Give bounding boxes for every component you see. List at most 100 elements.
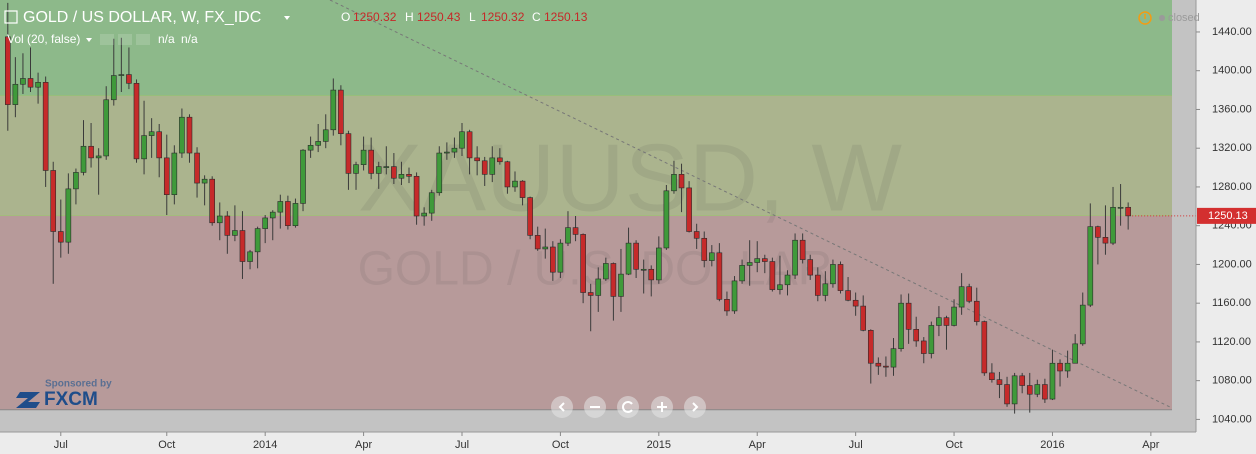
x-tick-label: Jul (54, 439, 68, 451)
candle-body (512, 180, 518, 188)
candle-body (232, 230, 238, 236)
watermark-symbol: XAUUSD, W (358, 124, 902, 231)
candle-body (186, 116, 193, 154)
candle-body (784, 274, 791, 286)
candle-body (65, 188, 72, 243)
navigation-icons (558, 401, 699, 413)
y-tick-label: 1080.00 (1212, 375, 1252, 387)
title-dropdown[interactable] (284, 16, 290, 20)
price-axis (1196, 0, 1256, 454)
candle-body (618, 273, 624, 297)
candle-body (928, 325, 935, 354)
candle-body (807, 259, 814, 276)
scroll-right-button[interactable] (684, 396, 706, 418)
candle-body (565, 227, 571, 244)
candle-body (580, 234, 586, 293)
scroll-left-button[interactable] (551, 396, 573, 418)
x-tick-label: Apr (355, 439, 372, 451)
candle-body (656, 247, 662, 281)
candle-body (35, 82, 41, 88)
volume-settings[interactable] (100, 34, 114, 45)
candle-body (141, 135, 147, 160)
icon-right (692, 402, 699, 412)
candle-body (224, 215, 231, 236)
candle-body (444, 151, 450, 154)
candle-body (12, 83, 19, 105)
candle-body (330, 89, 337, 131)
symbol-icon[interactable] (4, 10, 18, 24)
candle-body (973, 300, 980, 322)
candle-body (80, 145, 87, 173)
ohlc-value: 1250.32 (481, 10, 525, 24)
candle-body (163, 157, 170, 195)
x-tick-label: Apr (749, 439, 766, 451)
candle-body (353, 164, 359, 174)
y-tick-label: 1160.00 (1212, 297, 1251, 309)
candle-body (671, 174, 677, 192)
reset-button[interactable] (617, 396, 639, 418)
x-tick-label: Apr (1142, 439, 1159, 451)
volume-value: n/a (181, 32, 198, 46)
volume-hide[interactable] (118, 34, 132, 45)
candle-body (1117, 206, 1124, 209)
candle-body (943, 317, 950, 326)
volume-label: Vol (20, false) (7, 32, 80, 46)
candle-body (179, 116, 185, 154)
watermark: XAUUSD, W GOLD / U.S. DOLLAR (358, 124, 903, 295)
ohlc-value: 1250.13 (544, 10, 588, 24)
candle-body (966, 286, 972, 302)
candle-body (247, 251, 253, 262)
candle-body (459, 131, 465, 149)
icon-plus (657, 402, 667, 412)
volume-dropdown[interactable] (86, 38, 92, 42)
candle-body (572, 227, 579, 235)
y-tick-label: 1360.00 (1212, 103, 1252, 115)
candle-body (603, 263, 609, 280)
status-dot (1159, 15, 1165, 21)
candle-body (860, 305, 867, 331)
market-status-icon[interactable] (1138, 11, 1152, 25)
candle-body (413, 175, 420, 217)
candle-body (542, 246, 549, 250)
candle-body (315, 141, 321, 146)
candle-body (292, 203, 299, 226)
last-price-label: 1250.13 (1208, 210, 1248, 222)
sponsor-icon[interactable] (16, 392, 40, 408)
candle-body (625, 242, 632, 275)
x-tick-label: Jul (849, 439, 863, 451)
candle-body (905, 302, 912, 330)
candle-body (239, 230, 246, 262)
candle-body (951, 306, 957, 326)
x-tick-label: 2016 (1040, 439, 1064, 451)
navigation (551, 396, 706, 418)
x-tick-label: Oct (552, 439, 569, 451)
candle-body (88, 145, 94, 159)
candle-body (50, 170, 57, 232)
volume-remove[interactable] (136, 34, 150, 45)
candle-body (300, 149, 306, 204)
candle-body (391, 166, 397, 179)
candle-body (20, 78, 26, 85)
candle-body (777, 284, 783, 290)
sponsor-name[interactable]: FXCM (44, 389, 98, 410)
candle-body (421, 212, 427, 217)
candle-body (148, 131, 155, 136)
candle-body (406, 174, 412, 177)
candle-body (1004, 384, 1010, 405)
candle-body (73, 172, 79, 190)
candle-body (663, 190, 670, 249)
candle-body (1026, 385, 1033, 395)
candle-body (95, 155, 102, 159)
candle-body (1110, 206, 1116, 244)
y-tick-label: 1400.00 (1212, 65, 1252, 77)
candle-body (648, 268, 655, 281)
candle-body (322, 129, 329, 142)
candle-body (307, 144, 314, 151)
candle-body (481, 160, 488, 175)
candle-body (989, 372, 995, 380)
candle-body (920, 340, 927, 354)
candle-body (761, 258, 768, 262)
candle-body (716, 252, 723, 300)
icon-left (558, 402, 565, 412)
ohlc-label: L (469, 10, 476, 24)
